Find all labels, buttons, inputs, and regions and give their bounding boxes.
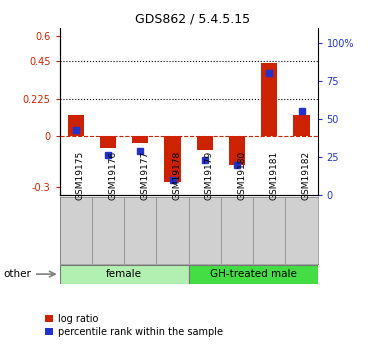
Bar	[293, 115, 310, 136]
Text: GSM19180: GSM19180	[237, 151, 246, 200]
Text: GSM19178: GSM19178	[172, 151, 182, 200]
Bar	[60, 265, 189, 284]
Bar	[100, 136, 116, 148]
Text: GSM19179: GSM19179	[205, 151, 214, 200]
Bar	[189, 265, 318, 284]
Text: GSM19181: GSM19181	[269, 151, 278, 200]
Text: GSM19176: GSM19176	[108, 151, 117, 200]
Text: GSM19182: GSM19182	[301, 151, 311, 200]
Text: GSM19177: GSM19177	[140, 151, 149, 200]
Text: GSM19175: GSM19175	[76, 151, 85, 200]
Bar	[164, 136, 181, 181]
Bar	[197, 136, 213, 150]
Legend: log ratio, percentile rank within the sample: log ratio, percentile rank within the sa…	[45, 314, 223, 337]
Text: other: other	[4, 269, 32, 279]
Bar	[229, 136, 245, 165]
Text: GH-treated male: GH-treated male	[210, 269, 296, 279]
Bar	[68, 115, 84, 136]
Bar	[132, 136, 148, 143]
Bar	[261, 63, 277, 136]
Text: female: female	[106, 269, 142, 279]
Text: GDS862 / 5.4.5.15: GDS862 / 5.4.5.15	[135, 12, 250, 25]
